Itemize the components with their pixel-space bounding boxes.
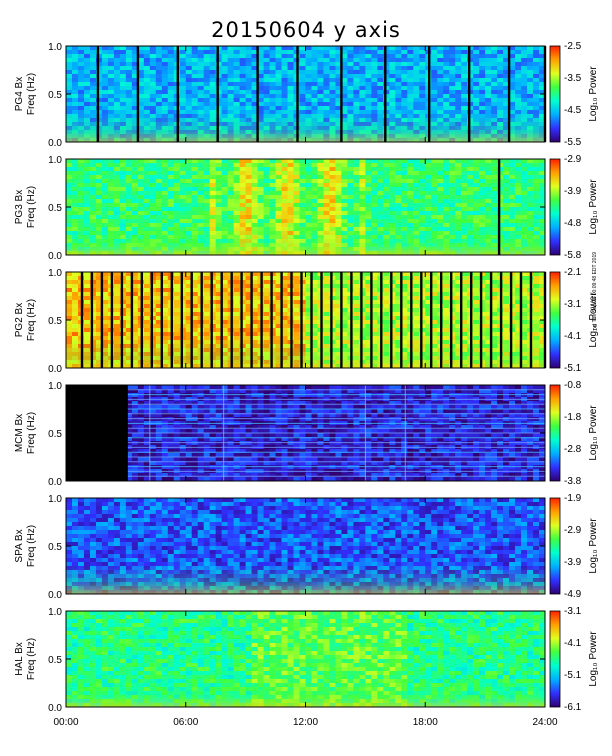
chart-title: 20150604 y axis: [211, 18, 401, 42]
